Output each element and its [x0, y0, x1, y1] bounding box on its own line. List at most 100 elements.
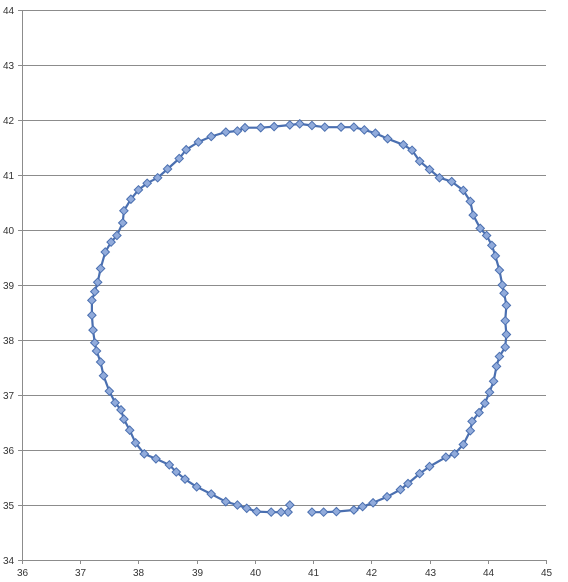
data-point [124, 425, 135, 436]
data-point [86, 295, 97, 306]
data-point [133, 184, 144, 195]
data-point [424, 164, 435, 175]
data-point [424, 461, 435, 472]
data-point [318, 507, 329, 518]
y-tick-label: 37 [3, 391, 15, 402]
tick-labels: 34 35 36 37 38 39 40 41 42 43 44 36 37 38 39 40 41 42 43 44… [3, 6, 552, 579]
data-point [142, 178, 153, 189]
data-point [89, 286, 100, 297]
data-point [206, 489, 217, 499]
data-point [171, 467, 182, 477]
data-point [283, 507, 293, 518]
y-tick-label: 38 [3, 336, 15, 347]
y-tick-label: 41 [3, 171, 15, 182]
data-point [479, 398, 490, 409]
y-tick-label: 40 [3, 226, 15, 237]
data-point [359, 124, 370, 135]
data-point [86, 310, 97, 321]
data-point [118, 205, 129, 216]
data-point [494, 351, 505, 362]
data-point [440, 452, 451, 463]
data-point [151, 453, 161, 464]
data-point [89, 337, 100, 348]
data-point [484, 387, 495, 398]
data-point [307, 507, 317, 518]
data-point [255, 122, 266, 133]
data-point [475, 223, 486, 234]
data-point [434, 172, 445, 183]
data-point [116, 404, 126, 415]
data-point [91, 346, 102, 356]
data-point [500, 342, 511, 353]
data-point [180, 474, 190, 485]
data-point [95, 357, 106, 367]
data-point [174, 153, 185, 164]
data-point [395, 484, 406, 495]
x-tick-label: 42 [366, 568, 378, 579]
y-tick-label: 35 [3, 501, 15, 512]
data-point [181, 144, 192, 155]
data-point [474, 407, 484, 418]
data-point [403, 478, 413, 489]
data-point [348, 122, 359, 133]
x-tick-label: 43 [425, 568, 437, 579]
data-point [491, 361, 502, 372]
x-tick-label: 39 [192, 568, 204, 579]
data-point [414, 468, 425, 479]
x-tick-label: 41 [308, 568, 320, 579]
data-point [486, 240, 497, 251]
data-point [266, 507, 277, 518]
x-tick-label: 45 [541, 568, 553, 579]
data-point [88, 325, 98, 336]
data-point [130, 437, 141, 448]
data-point [100, 247, 111, 257]
data-point [152, 172, 163, 183]
data-point [110, 397, 121, 408]
x-tick-label: 40 [250, 568, 262, 579]
data-point [407, 145, 417, 156]
y-tick-label: 42 [3, 116, 15, 127]
x-tick-label: 37 [75, 568, 87, 579]
data-point [336, 122, 346, 133]
data-point [251, 506, 262, 517]
data-point [111, 230, 122, 241]
data-point [95, 263, 106, 274]
data-point [206, 131, 217, 142]
x-tick-label: 44 [483, 568, 495, 579]
data-point [458, 185, 469, 196]
data-point [139, 448, 150, 459]
y-tick-label: 39 [3, 281, 15, 292]
y-tick-label: 44 [3, 6, 15, 17]
x-tick-label: 36 [17, 568, 29, 579]
data-point [465, 425, 476, 436]
data-point [449, 448, 460, 459]
data-point [220, 496, 231, 507]
data-point [398, 139, 409, 150]
data-point [118, 414, 129, 425]
data-point [501, 329, 512, 340]
data-point [468, 210, 479, 221]
data-point [497, 280, 508, 290]
data-point [414, 156, 425, 167]
y-tick-label: 36 [3, 446, 15, 457]
data-point [117, 217, 128, 228]
data-point [467, 416, 477, 427]
data-point [446, 176, 457, 187]
data-point [240, 122, 250, 133]
data-point [458, 439, 469, 450]
data-point [284, 120, 295, 130]
data-point [193, 137, 204, 147]
data-point [104, 386, 115, 397]
data-point [488, 376, 499, 387]
axes [18, 10, 547, 564]
data-point [382, 491, 392, 502]
data-point [232, 500, 243, 510]
data-point [331, 506, 342, 517]
data-point [106, 237, 116, 248]
data-point [162, 164, 173, 174]
data-point [92, 277, 103, 288]
data-point [294, 118, 305, 129]
x-tick-label: 38 [133, 568, 145, 579]
